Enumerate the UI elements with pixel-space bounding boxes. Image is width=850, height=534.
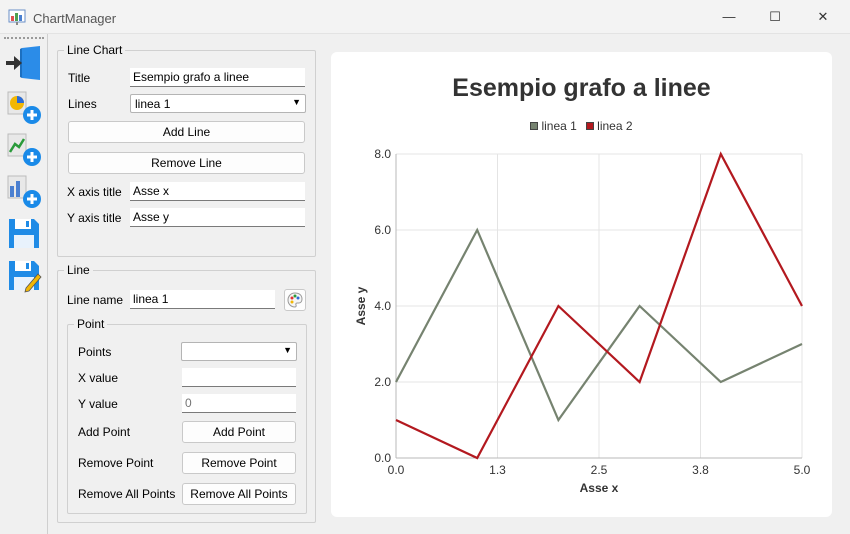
add-point-button[interactable]: Add Point [182, 421, 296, 443]
add-point-label: Add Point [78, 425, 131, 439]
x-axis-title: Asse x [580, 481, 619, 495]
lines-select[interactable]: linea 1 ▼ [130, 94, 306, 113]
chevron-down-icon: ▼ [283, 345, 292, 355]
add-line-button[interactable]: Add Line [68, 121, 305, 143]
legend-swatch [530, 122, 539, 130]
save-as-icon [9, 261, 42, 293]
color-picker-button[interactable] [284, 289, 306, 311]
add-line-chart-icon [7, 133, 41, 166]
remove-point-button[interactable]: Remove Point [182, 452, 296, 474]
x-tick-label: 1.3 [489, 463, 506, 477]
point-group: Point Points ▼ X value Y value Add Point… [67, 317, 307, 514]
y-tick-label: 0.0 [374, 451, 391, 465]
y-axis-title-label: Y axis title [67, 211, 122, 225]
series-line-1 [395, 227, 803, 423]
y-axis-title: Asse y [354, 286, 368, 325]
y-tick-label: 4.0 [374, 299, 391, 313]
chart-title: Esempio grafo a linee [452, 74, 711, 102]
save-icon [9, 219, 39, 248]
lines-label: Lines [68, 97, 97, 111]
y-axis-title-input[interactable] [130, 208, 305, 227]
line-group-title: Line [64, 263, 93, 277]
maximize-button[interactable]: ☐ [769, 9, 781, 24]
point-group-title: Point [74, 317, 108, 331]
save-as-button[interactable] [4, 256, 44, 294]
line-group: Line Line name Point Points ▼ X value Y … [57, 263, 316, 523]
window-title: ChartManager [33, 11, 117, 26]
chart-legend: linea 1 linea 2 [331, 119, 832, 133]
remove-all-points-button[interactable]: Remove All Points [182, 483, 296, 505]
add-bar-chart-button[interactable] [4, 172, 44, 210]
x-tick-label: 5.0 [794, 463, 811, 477]
x-tick-label: 3.8 [692, 463, 709, 477]
x-tick-label: 0.0 [388, 463, 405, 477]
import-icon [6, 46, 40, 80]
line-name-input[interactable] [130, 290, 275, 309]
series-line-2 [395, 151, 803, 460]
x-value-input[interactable] [182, 368, 296, 387]
x-axis-title-label: X axis title [67, 185, 122, 199]
legend-item-series-1[interactable]: linea 1 [530, 119, 577, 133]
remove-point-label: Remove Point [78, 456, 154, 470]
minimize-button[interactable]: — [722, 9, 736, 24]
add-line-chart-button[interactable] [4, 130, 44, 168]
add-bar-chart-icon [7, 175, 41, 208]
points-label: Points [78, 345, 112, 359]
palette-icon [287, 292, 303, 308]
x-axis-title-input[interactable] [130, 182, 305, 201]
y-value-label: Y value [78, 397, 118, 411]
remove-all-points-label: Remove All Points [78, 487, 176, 501]
line-chart-group-title: Line Chart [64, 43, 126, 57]
add-pie-chart-icon [7, 91, 41, 124]
add-pie-chart-button[interactable] [4, 88, 44, 126]
line-chart-group: Line Chart Title Lines linea 1 ▼ Add Lin… [57, 43, 316, 257]
y-tick-label: 6.0 [374, 223, 391, 237]
y-tick-label: 8.0 [374, 147, 391, 161]
y-tick-label: 2.0 [374, 375, 391, 389]
chart-title-input[interactable] [130, 68, 305, 87]
legend-swatch [586, 122, 595, 130]
title-label: Title [68, 71, 91, 85]
remove-line-button[interactable]: Remove Line [68, 152, 305, 174]
legend-item-series-2[interactable]: linea 2 [586, 119, 633, 133]
toolbar [0, 34, 48, 534]
legend-label: linea 1 [541, 119, 577, 133]
chart-view: Esempio grafo a linee linea 1 linea 2 0.… [331, 52, 832, 517]
y-value-input[interactable] [182, 394, 296, 413]
title-bar: ChartManager — ☐ ✕ [0, 0, 850, 34]
lines-select-value: linea 1 [135, 97, 171, 111]
import-button[interactable] [4, 44, 44, 82]
line-name-label: Line name [67, 293, 124, 307]
x-tick-label: 2.5 [591, 463, 608, 477]
legend-label: linea 2 [597, 119, 633, 133]
close-button[interactable]: ✕ [817, 9, 829, 24]
line-chart-plot: 0.0 1.3 2.5 3.8 5.0 0.0 2.0 4.0 6.0 8.0 Asse x Asse… [354, 147, 811, 495]
points-select[interactable]: ▼ [181, 342, 297, 361]
x-value-label: X value [78, 371, 119, 385]
toolbar-grip[interactable] [4, 37, 44, 40]
chevron-down-icon: ▼ [292, 97, 301, 107]
save-button[interactable] [4, 214, 44, 252]
app-icon [8, 9, 26, 25]
